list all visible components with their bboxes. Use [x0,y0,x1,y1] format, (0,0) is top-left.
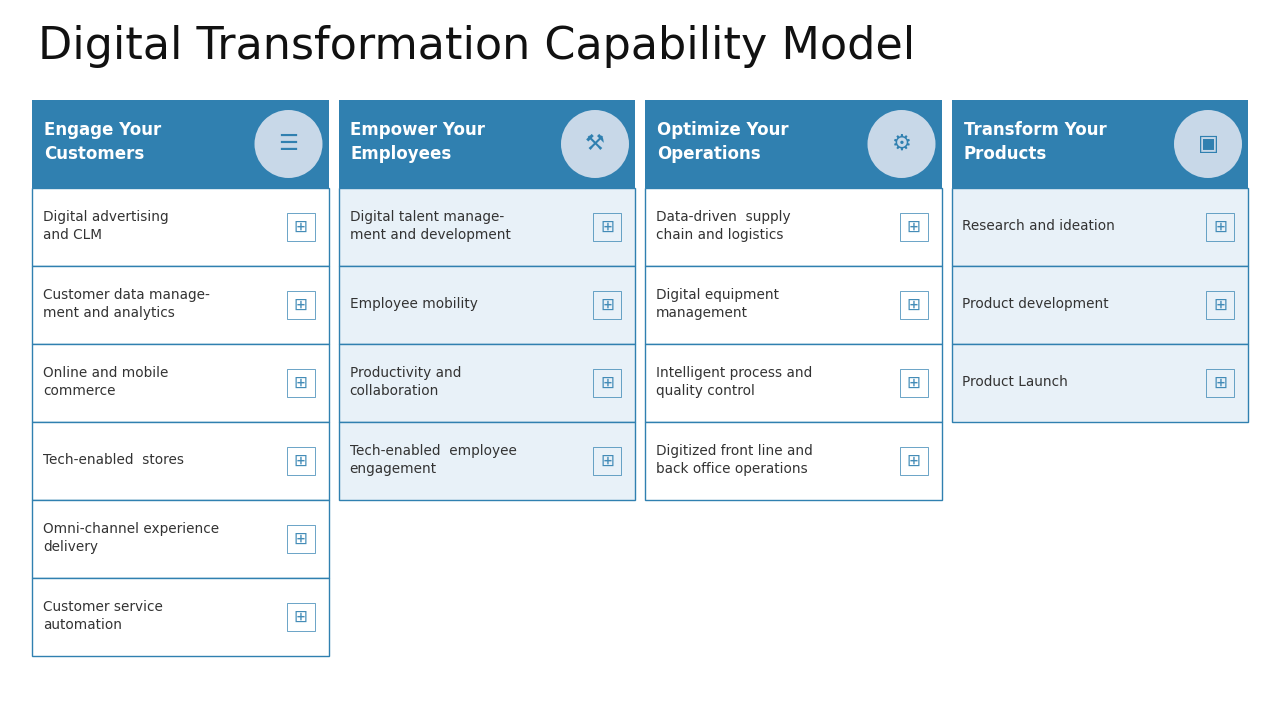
FancyBboxPatch shape [645,422,942,500]
Text: ⚙: ⚙ [891,134,911,154]
FancyBboxPatch shape [593,213,621,241]
FancyBboxPatch shape [338,422,635,500]
FancyBboxPatch shape [593,291,621,319]
FancyBboxPatch shape [593,447,621,475]
Text: Online and mobile
commerce: Online and mobile commerce [44,366,169,398]
FancyBboxPatch shape [287,525,315,553]
Text: Digital Transformation Capability Model: Digital Transformation Capability Model [38,25,915,68]
Text: Omni-channel experience
delivery: Omni-channel experience delivery [44,522,219,554]
FancyBboxPatch shape [287,603,315,631]
Text: Research and ideation: Research and ideation [963,219,1115,233]
Text: Transform Your
Products: Transform Your Products [964,121,1106,163]
Text: ⊞: ⊞ [906,218,920,236]
FancyBboxPatch shape [951,344,1248,422]
Text: Data-driven  supply
chain and logistics: Data-driven supply chain and logistics [657,210,791,242]
Text: ⊞: ⊞ [906,374,920,392]
FancyBboxPatch shape [1206,291,1234,319]
Text: ⊞: ⊞ [600,296,614,314]
FancyBboxPatch shape [645,100,942,188]
FancyBboxPatch shape [338,188,635,266]
FancyBboxPatch shape [338,344,635,422]
Text: Engage Your
Customers: Engage Your Customers [44,121,161,163]
Text: Customer service
automation: Customer service automation [44,600,163,632]
FancyBboxPatch shape [900,213,928,241]
FancyBboxPatch shape [951,100,1248,188]
FancyBboxPatch shape [951,188,1248,266]
Text: Optimize Your
Operations: Optimize Your Operations [657,121,788,163]
Text: Productivity and
collaboration: Productivity and collaboration [349,366,461,398]
Text: Digital advertising
and CLM: Digital advertising and CLM [44,210,169,242]
FancyBboxPatch shape [900,369,928,397]
Text: ☰: ☰ [279,134,298,154]
Text: ⊞: ⊞ [906,452,920,470]
Text: ⊞: ⊞ [600,218,614,236]
Text: ▣: ▣ [1198,134,1219,154]
FancyBboxPatch shape [32,344,329,422]
Text: ⊞: ⊞ [600,374,614,392]
FancyBboxPatch shape [338,266,635,344]
FancyBboxPatch shape [32,422,329,500]
Text: Digital talent manage-
ment and development: Digital talent manage- ment and developm… [349,210,511,242]
FancyBboxPatch shape [287,369,315,397]
Text: ⊞: ⊞ [600,452,614,470]
Text: Product Launch: Product Launch [963,375,1069,389]
Text: ⊞: ⊞ [293,452,307,470]
Circle shape [868,110,936,178]
Text: ⊞: ⊞ [293,218,307,236]
FancyBboxPatch shape [32,188,329,266]
FancyBboxPatch shape [900,447,928,475]
Circle shape [255,110,323,178]
Text: Product development: Product development [963,297,1110,311]
Text: Empower Your
Employees: Empower Your Employees [351,121,485,163]
Text: Customer data manage-
ment and analytics: Customer data manage- ment and analytics [44,288,210,320]
FancyBboxPatch shape [338,100,635,188]
FancyBboxPatch shape [32,500,329,578]
Text: Digitized front line and
back office operations: Digitized front line and back office ope… [657,444,813,476]
Text: ⊞: ⊞ [293,530,307,548]
FancyBboxPatch shape [1206,213,1234,241]
Circle shape [561,110,628,178]
FancyBboxPatch shape [287,213,315,241]
Text: Employee mobility: Employee mobility [349,297,477,311]
Text: ⊞: ⊞ [1213,374,1228,392]
Text: ⊞: ⊞ [293,608,307,626]
FancyBboxPatch shape [32,100,329,188]
FancyBboxPatch shape [900,291,928,319]
FancyBboxPatch shape [951,266,1248,344]
Text: ⊞: ⊞ [293,374,307,392]
Text: ⊞: ⊞ [293,296,307,314]
FancyBboxPatch shape [287,291,315,319]
Text: Digital equipment
management: Digital equipment management [657,288,780,320]
Text: Tech-enabled  employee
engagement: Tech-enabled employee engagement [349,444,516,476]
Circle shape [1174,110,1242,178]
Text: Tech-enabled  stores: Tech-enabled stores [44,453,184,467]
FancyBboxPatch shape [593,369,621,397]
FancyBboxPatch shape [32,266,329,344]
FancyBboxPatch shape [645,266,942,344]
FancyBboxPatch shape [32,578,329,656]
Text: ⊞: ⊞ [1213,296,1228,314]
Text: ⚒: ⚒ [585,134,605,154]
FancyBboxPatch shape [1206,369,1234,397]
Text: ⊞: ⊞ [906,296,920,314]
FancyBboxPatch shape [645,344,942,422]
FancyBboxPatch shape [287,447,315,475]
FancyBboxPatch shape [645,188,942,266]
Text: Intelligent process and
quality control: Intelligent process and quality control [657,366,813,398]
Text: ⊞: ⊞ [1213,218,1228,236]
